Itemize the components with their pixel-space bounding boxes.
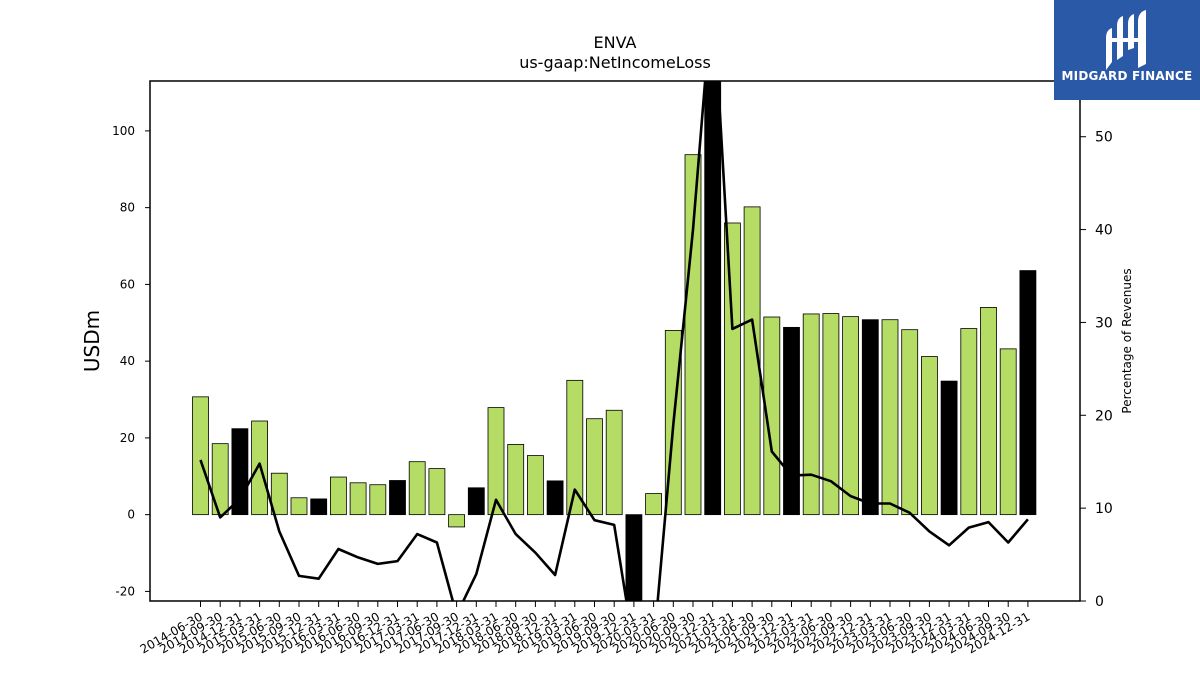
bar bbox=[527, 455, 544, 516]
bar bbox=[763, 316, 781, 516]
bar bbox=[566, 379, 584, 516]
y2-tick-label: 50 bbox=[1095, 130, 1113, 146]
bar bbox=[724, 222, 741, 516]
bar bbox=[270, 472, 288, 516]
bar bbox=[507, 444, 525, 516]
y-tick-label: -20 bbox=[115, 584, 135, 598]
bar bbox=[842, 316, 859, 516]
percentage-line bbox=[199, 81, 1029, 601]
y2-tick-label: 0 bbox=[1095, 594, 1104, 610]
bar bbox=[448, 514, 466, 528]
bar bbox=[802, 313, 820, 516]
bar bbox=[329, 476, 347, 516]
y-tick-label: 0 bbox=[127, 508, 135, 522]
bar bbox=[881, 319, 899, 516]
bar bbox=[861, 319, 879, 516]
y-axis-label: USDm bbox=[80, 310, 104, 372]
midgard-logo-icon bbox=[1106, 10, 1146, 70]
midgard-finance-logo: MIDGARD FINANCE bbox=[1054, 0, 1200, 100]
bar bbox=[783, 326, 800, 516]
y2-axis-label: Percentage of Revenues bbox=[1120, 268, 1134, 413]
y-tick-label: 80 bbox=[120, 201, 135, 215]
y-tick-label: 60 bbox=[120, 277, 135, 291]
bar bbox=[290, 497, 308, 516]
chart-subtitle: us-gaap:NetIncomeLoss bbox=[519, 53, 711, 72]
y2-tick-label: 30 bbox=[1095, 315, 1113, 331]
bar bbox=[704, 81, 722, 516]
bar bbox=[231, 428, 249, 516]
bar bbox=[428, 468, 446, 516]
bar bbox=[822, 313, 840, 516]
bar bbox=[408, 461, 426, 516]
bar bbox=[310, 498, 328, 516]
y2-tick-label: 20 bbox=[1095, 408, 1113, 424]
y-tick-label: 100 bbox=[112, 124, 135, 138]
bar bbox=[467, 487, 485, 516]
plot-frame bbox=[149, 80, 1081, 602]
bar bbox=[940, 380, 958, 516]
right-y-axis: 0 10 20 30 40 50 bbox=[1080, 130, 1113, 610]
bar bbox=[645, 493, 662, 516]
bar bbox=[684, 154, 702, 516]
x-axis: 2014-06-302014-09-302014-12-312015-03-31… bbox=[138, 601, 1032, 656]
y-tick-label: 20 bbox=[120, 431, 135, 445]
bar bbox=[487, 407, 505, 516]
chart-title: ENVA bbox=[593, 33, 637, 52]
bar bbox=[192, 396, 209, 516]
bar bbox=[369, 484, 387, 516]
bar bbox=[1019, 270, 1037, 516]
left-y-axis: -20 0 20 40 60 80 100 bbox=[112, 124, 150, 598]
y2-tick-label: 40 bbox=[1095, 223, 1113, 239]
bar bbox=[625, 514, 643, 601]
bar-series bbox=[192, 81, 1037, 601]
bar bbox=[389, 480, 406, 516]
bar bbox=[743, 206, 761, 516]
bar bbox=[605, 409, 623, 516]
bar bbox=[349, 482, 367, 516]
bar bbox=[901, 329, 919, 516]
bar bbox=[586, 418, 603, 516]
bar bbox=[546, 480, 564, 516]
bar bbox=[960, 328, 978, 516]
y-tick-label: 40 bbox=[120, 354, 135, 368]
logo-text: MIDGARD FINANCE bbox=[1061, 69, 1193, 83]
percentage-line-series bbox=[199, 81, 1029, 601]
bar bbox=[999, 348, 1017, 516]
bar bbox=[921, 356, 938, 516]
bar bbox=[980, 307, 997, 516]
y2-tick-label: 10 bbox=[1095, 501, 1113, 517]
